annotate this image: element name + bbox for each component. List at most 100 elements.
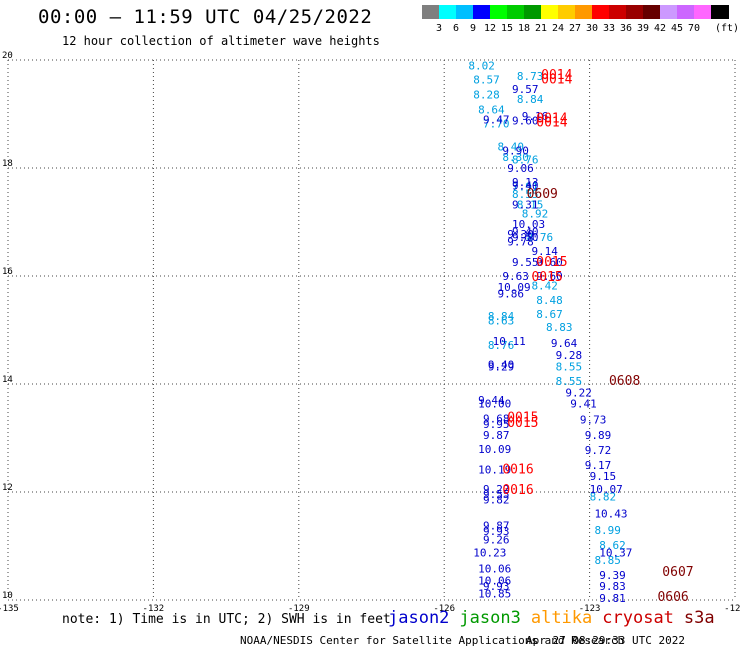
- data-point-label: 9.95: [483, 418, 510, 431]
- satellite-legend: jason2 jason3 altika cryosat s3a: [388, 608, 725, 628]
- data-point-label: 10.00: [478, 397, 511, 410]
- footnote: note: 1) Time is in UTC; 2) SWH is in fe…: [62, 612, 391, 627]
- data-point-label: 8.73: [517, 70, 544, 83]
- data-point-label: 0014: [541, 72, 572, 87]
- data-point-label: 9.86: [498, 287, 524, 300]
- data-point-label: 9.83: [599, 580, 626, 593]
- data-point-label: 9.82: [483, 494, 510, 507]
- data-point-label: 0607: [662, 565, 693, 580]
- data-point-label: 8.82: [590, 490, 617, 503]
- data-point-label: 10.37: [599, 546, 632, 559]
- chart-subtitle: 12 hour collection of altimeter wave hei…: [62, 34, 380, 48]
- color-label: 45: [670, 23, 684, 34]
- color-swatch: [626, 5, 644, 19]
- legend-jason2: jason2: [388, 608, 450, 628]
- data-point-label: 9.63: [502, 270, 529, 283]
- data-point-label: 8.55: [556, 375, 583, 388]
- legend-jason3: jason3: [459, 608, 521, 628]
- color-swatch: [473, 5, 491, 19]
- color-label: 70: [687, 23, 701, 34]
- data-point-label: 8.42: [531, 280, 558, 293]
- data-point-label: 10.23: [473, 546, 506, 559]
- color-swatch: [558, 5, 576, 19]
- data-point-label: 8.67: [536, 308, 563, 321]
- data-point-label: 8.84: [517, 93, 544, 106]
- color-label: 9: [469, 23, 477, 34]
- data-point-label: 8.55: [512, 188, 539, 201]
- data-point-label: 7.91: [512, 180, 539, 193]
- data-point-label: 8.28: [473, 89, 500, 102]
- data-point-label: 9.93: [483, 580, 510, 593]
- data-point-label: 9.60: [536, 270, 563, 283]
- data-point-label: 0015: [531, 270, 562, 285]
- data-point-label: 9.73: [580, 414, 607, 427]
- data-point-label: 8.48: [536, 294, 563, 307]
- color-swatch: [609, 5, 627, 19]
- credit-text: NOAA/NESDIS Center for Satellite Applica…: [240, 634, 625, 647]
- color-label: 18: [517, 23, 531, 34]
- data-point-label: 9.39: [599, 569, 626, 582]
- data-point-label: 10.03: [512, 218, 545, 231]
- x-tick-label: -129: [288, 604, 310, 614]
- data-point-label: 10.06: [478, 563, 511, 576]
- x-tick-label: -132: [143, 604, 165, 614]
- color-label: 30: [585, 23, 599, 34]
- data-point-label: 9.40: [512, 226, 539, 239]
- color-label: 12: [483, 23, 497, 34]
- data-point-label: 8.76: [488, 339, 515, 352]
- color-swatch: [711, 5, 729, 19]
- data-point-label: 9.81: [599, 592, 626, 605]
- data-point-label: 9.06: [507, 162, 534, 175]
- data-point-label: 9.13: [512, 176, 539, 189]
- data-point-label: 9.64: [551, 337, 578, 350]
- color-swatch: [422, 5, 440, 19]
- color-swatch: [592, 5, 610, 19]
- x-tick-label: -123: [579, 604, 601, 614]
- data-point-label: 7.70: [483, 118, 510, 131]
- data-point-label: 8.63: [488, 314, 515, 327]
- data-point-label: 9.55: [483, 488, 510, 501]
- color-swatch: [490, 5, 508, 19]
- data-point-label: 8.64: [478, 104, 505, 117]
- data-point-label: 10.11: [493, 335, 526, 348]
- color-swatch: [575, 5, 593, 19]
- data-point-label: 9.15: [590, 470, 617, 483]
- data-point-label: 9.87: [483, 429, 510, 442]
- color-swatch: [660, 5, 678, 19]
- data-point-label: 8.76: [512, 153, 539, 166]
- legend-altika: altika: [530, 608, 593, 628]
- data-point-label: 9.89: [585, 429, 612, 442]
- unit-label: (ft): [715, 23, 740, 34]
- data-point-label: 9.31: [512, 199, 539, 212]
- data-point-label: 10.43: [594, 508, 627, 521]
- color-label: 36: [619, 23, 633, 34]
- data-point-label: 9.78: [507, 235, 534, 248]
- data-point-label: 9.40: [512, 179, 539, 192]
- color-label: 24: [551, 23, 565, 34]
- chart-title: 00:00 – 11:59 UTC 04/25/2022: [38, 6, 373, 28]
- data-point-label: 9.72: [585, 444, 612, 457]
- data-point-label: 8.40: [498, 140, 524, 153]
- data-point-label: 9.90: [502, 145, 529, 158]
- data-point-label: 0014: [541, 68, 572, 83]
- color-label: 15: [500, 23, 514, 34]
- data-point-label: 10.07: [590, 483, 623, 496]
- y-tick-label: 16: [2, 267, 13, 277]
- x-tick-label: -120: [724, 604, 740, 614]
- data-point-label: 9.44: [478, 394, 505, 407]
- y-tick-label: 12: [2, 483, 13, 493]
- data-point-label: 0608: [609, 374, 640, 389]
- data-point-label: 9.93: [483, 525, 510, 538]
- data-point-label: 8.92: [522, 207, 549, 220]
- data-point-label: 8.15: [517, 199, 544, 212]
- color-swatch: [677, 5, 695, 19]
- data-point-label: 9.60: [536, 256, 563, 269]
- data-point-label: 9.41: [570, 397, 597, 410]
- color-swatch: [643, 5, 661, 19]
- data-point-label: 8.85: [594, 554, 621, 567]
- data-point-label: 8.84: [488, 310, 515, 323]
- x-tick-label: -135: [0, 604, 19, 614]
- data-point-label: 9.28: [556, 349, 583, 362]
- data-point-label: 9.29: [488, 361, 515, 374]
